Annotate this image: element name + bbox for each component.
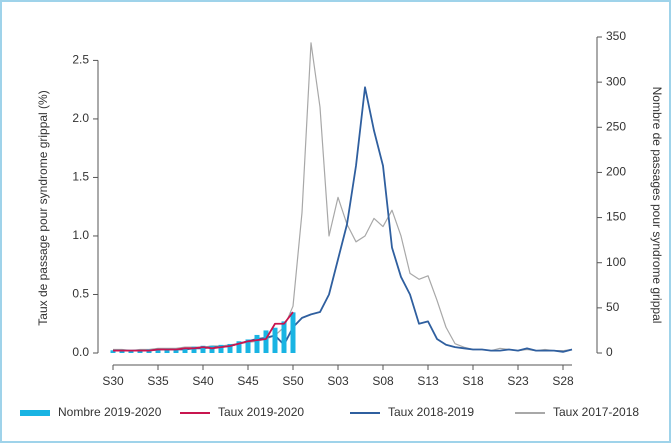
y-tick-label: 0.0 — [72, 345, 89, 359]
bar — [290, 312, 296, 353]
bar — [236, 341, 242, 353]
bar — [119, 350, 125, 353]
line — [113, 42, 573, 352]
bar — [110, 350, 116, 353]
x-tick-label: S50 — [282, 374, 304, 388]
bar — [164, 348, 170, 353]
bar — [191, 346, 197, 353]
y2-tick-label: 50 — [606, 300, 620, 314]
legend-swatch — [20, 410, 50, 416]
x-tick-label: S08 — [372, 374, 394, 388]
bar — [227, 343, 233, 353]
y2-tick-label: 0 — [606, 345, 613, 359]
legend-label: Taux 2018-2019 — [388, 405, 474, 419]
x-tick-label: S30 — [102, 374, 124, 388]
y2-tick-label: 150 — [606, 210, 626, 224]
bar — [218, 344, 224, 353]
y-tick-label: 1.0 — [72, 228, 89, 242]
y-tick-label: 2.5 — [72, 53, 89, 67]
bar — [272, 327, 278, 353]
y-tick-label: 2.0 — [72, 111, 89, 125]
bar — [200, 345, 206, 353]
x-tick-label: S13 — [417, 374, 439, 388]
x-tick-label: S40 — [192, 374, 214, 388]
y2-tick-label: 350 — [606, 29, 626, 43]
bar — [155, 349, 161, 353]
x-tick-label: S03 — [327, 374, 349, 388]
bar — [281, 321, 287, 353]
y-tick-label: 0.5 — [72, 287, 89, 301]
bar — [173, 348, 179, 353]
bar — [137, 350, 143, 353]
y2-tick-label: 250 — [606, 119, 626, 133]
bar — [254, 334, 260, 353]
y-tick-label: 1.5 — [72, 170, 89, 184]
x-tick-label: S45 — [237, 374, 259, 388]
x-tick-label: S28 — [552, 374, 574, 388]
bar — [209, 345, 215, 353]
bar — [263, 330, 269, 353]
x-tick-label: S23 — [507, 374, 529, 388]
line — [113, 311, 294, 352]
x-tick-label: S35 — [147, 374, 169, 388]
y2-tick-label: 100 — [606, 255, 626, 269]
legend-label: Taux 2017-2018 — [553, 405, 639, 419]
legend-label: Nombre 2019-2020 — [58, 405, 162, 419]
bar — [182, 347, 188, 353]
y-axis-label: Taux de passage pour syndrome grippal (%… — [36, 90, 50, 325]
y2-axis-label: Nombre de passages pour syndrome grippal — [650, 87, 664, 324]
y2-tick-label: 300 — [606, 74, 626, 88]
x-tick-label: S18 — [462, 374, 484, 388]
y2-tick-label: 200 — [606, 165, 626, 179]
bar — [128, 350, 134, 353]
bar — [245, 339, 251, 353]
legend-label: Taux 2019-2020 — [218, 405, 304, 419]
